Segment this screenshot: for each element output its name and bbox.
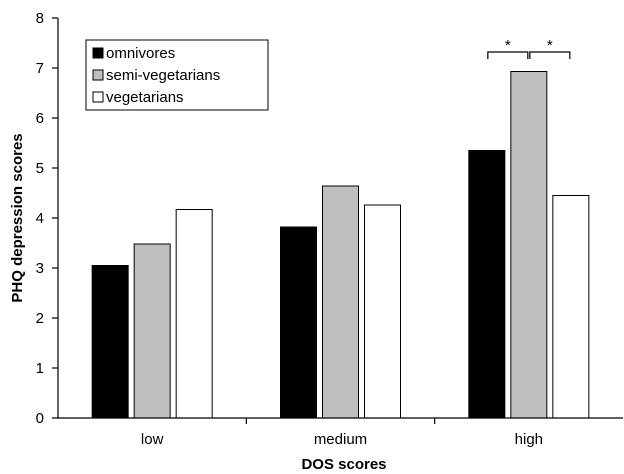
bar-semi-vegetarians-high <box>510 71 548 419</box>
x-tick-label: medium <box>314 431 367 448</box>
y-tick-label: 6 <box>36 110 44 127</box>
x-tick-label: high <box>515 431 543 448</box>
significance-marker: * <box>547 37 553 54</box>
bar-omnivores-high <box>468 150 506 419</box>
bars-layer <box>91 71 590 419</box>
y-tick-label: 7 <box>36 60 44 77</box>
y-tick-label: 4 <box>36 210 44 227</box>
y-tick-label: 0 <box>36 410 44 427</box>
legend-swatch-semi-vegetarians <box>92 69 104 81</box>
legend-label-vegetarians: vegetarians <box>106 89 184 106</box>
bar-vegetarians-medium <box>364 204 401 419</box>
bar-semi-vegetarians-medium <box>322 185 359 419</box>
significance-bracket <box>487 51 529 59</box>
y-tick-label: 2 <box>36 310 44 327</box>
legend-label-omnivores: omnivores <box>106 45 175 62</box>
bar-vegetarians-low <box>175 209 213 419</box>
bar-omnivores-low <box>91 265 129 419</box>
bar-omnivores-medium <box>280 226 317 419</box>
x-axis-title: DOS scores <box>301 456 386 473</box>
y-tick-label: 8 <box>36 10 44 27</box>
x-tick-label: low <box>141 431 164 448</box>
y-tick-label: 1 <box>36 360 44 377</box>
x-ticks: low medium high <box>141 418 543 448</box>
significance-marker: * <box>505 37 511 54</box>
legend-swatch-vegetarians <box>92 91 104 103</box>
y-ticks: 0 1 2 3 4 5 6 7 8 <box>36 10 58 427</box>
legend-label-semi-vegetarians: semi-vegetarians <box>106 67 220 84</box>
legend-box <box>85 39 269 111</box>
legend-swatch-omnivores <box>92 47 104 59</box>
significance-bracket <box>529 51 571 59</box>
y-tick-label: 5 <box>36 160 44 177</box>
y-axis-title: PHQ depression scores <box>9 133 26 302</box>
bar-vegetarians-high <box>552 195 590 419</box>
legend: omnivores semi-vegetarians vegetarians <box>85 39 269 111</box>
significance-annotations: * * <box>487 37 571 59</box>
y-tick-label: 3 <box>36 260 44 277</box>
bar-semi-vegetarians-low <box>133 243 171 419</box>
